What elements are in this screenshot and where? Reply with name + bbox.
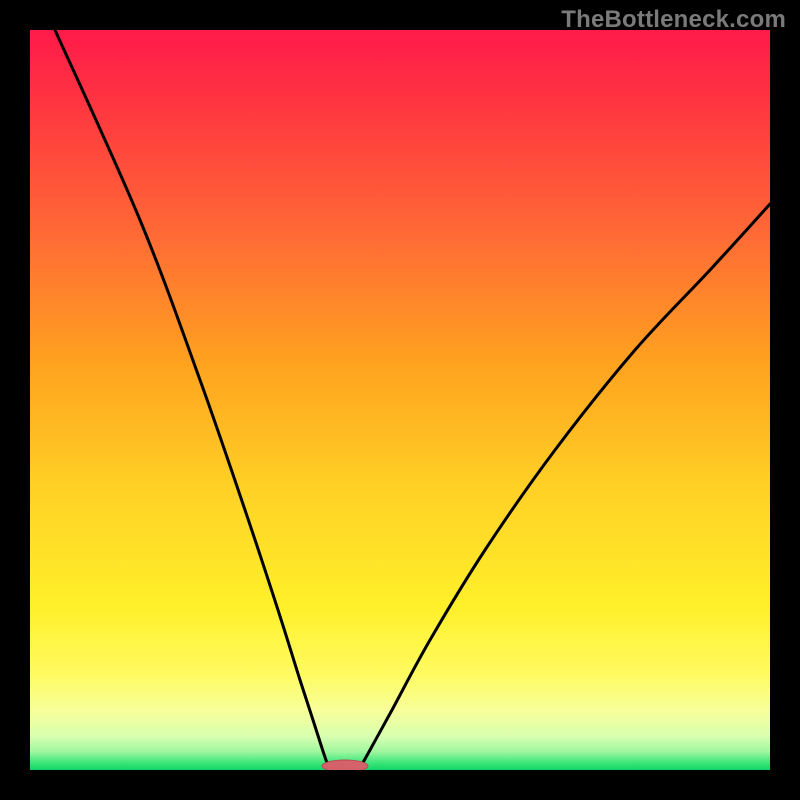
bottleneck-curve-chart	[0, 0, 800, 800]
chart-canvas: TheBottleneck.com	[0, 0, 800, 800]
watermark-text: TheBottleneck.com	[561, 6, 786, 34]
gradient-plot-area	[30, 30, 770, 770]
